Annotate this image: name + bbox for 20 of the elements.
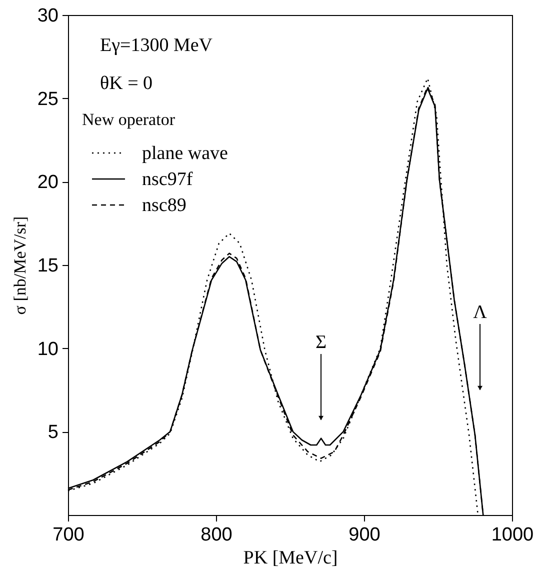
annotation: Σ: [315, 332, 327, 353]
y-tick-label: 10: [37, 338, 58, 360]
x-tick-label: 700: [52, 524, 84, 546]
annotation: θK = 0: [100, 73, 153, 94]
y-tick-label: 15: [37, 256, 58, 276]
y-axis-title: σ [nb/MeV/sr]: [10, 216, 30, 315]
y-tick-label: 25: [37, 88, 58, 110]
annotation: Eγ=1300 MeV: [100, 35, 213, 56]
x-tick-label: 800: [200, 524, 232, 546]
x-axis-title: PK [MeV/c]: [243, 548, 338, 568]
annotation: Λ: [473, 302, 488, 323]
x-tick-label: 1000: [491, 524, 534, 546]
legend-label: plane wave: [142, 143, 228, 164]
x-tick-label: 900: [348, 524, 380, 546]
legend-label: nsc97f: [142, 169, 194, 190]
y-tick-label: 5: [48, 422, 58, 444]
legend-title: New operator: [82, 110, 176, 129]
y-tick-label: 20: [37, 172, 58, 194]
legend-label: nsc89: [142, 195, 186, 216]
y-tick-label: 30: [37, 6, 58, 26]
